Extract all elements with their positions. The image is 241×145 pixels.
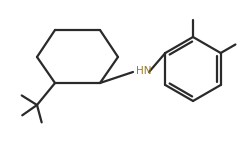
- Text: HN: HN: [136, 66, 152, 76]
